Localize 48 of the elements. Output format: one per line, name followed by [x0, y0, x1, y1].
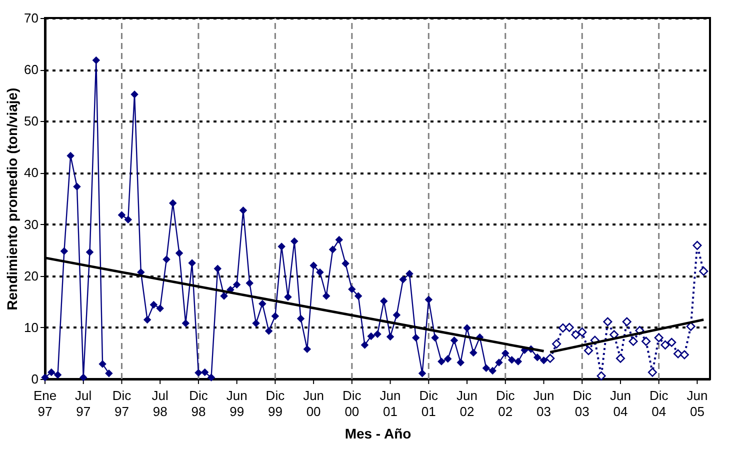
point — [680, 350, 689, 360]
point — [616, 354, 626, 363]
y-tick-label: 30 — [24, 216, 38, 232]
x-tick-label: Dic 02 — [496, 388, 516, 419]
x-tick-label: Dic 99 — [266, 388, 286, 419]
y-tick-label: 60 — [24, 62, 38, 78]
x-tick-label: Dic 04 — [649, 388, 669, 419]
x-tick-label: Jun 02 — [456, 388, 478, 419]
y-axis-title: Rendimiento promedio (ton/viaje) — [4, 88, 20, 310]
point — [699, 266, 708, 276]
point — [596, 371, 606, 380]
y-tick-label: 40 — [24, 165, 38, 180]
point — [584, 346, 594, 356]
x-tick-label: Jun 05 — [686, 388, 708, 419]
x-tick-label: Dic 97 — [112, 388, 132, 419]
y-tick-label: 70 — [24, 10, 38, 26]
x-tick-label: Jun 04 — [610, 388, 631, 419]
x-axis-title: Mes - Año — [344, 426, 412, 442]
y-tick-label: 10 — [24, 320, 38, 335]
x-tick-label: Jun 99 — [226, 388, 248, 419]
point — [654, 333, 664, 342]
point — [628, 336, 638, 346]
point — [642, 336, 651, 346]
x-tick-label: Dic 01 — [419, 388, 439, 419]
y-tick-label: 20 — [24, 268, 38, 284]
point — [546, 354, 555, 363]
x-tick-label: Jul 97 — [75, 388, 92, 419]
point — [578, 328, 587, 337]
point — [692, 240, 702, 250]
x-tick-label: Dic 98 — [189, 388, 208, 419]
x-tick-label: Ene 97 — [33, 388, 57, 419]
x-tick-label: Dic 00 — [342, 388, 362, 419]
x-tick-label: Jun 00 — [303, 388, 324, 419]
point — [603, 317, 612, 326]
point — [558, 323, 568, 332]
point — [667, 338, 676, 347]
x-tick-label: Jun 03 — [533, 388, 554, 419]
point — [648, 368, 657, 377]
x-tick-label: Jul 98 — [152, 388, 169, 419]
x-tick-label: Dic 03 — [572, 388, 592, 419]
point — [660, 340, 670, 350]
x-tick-label: Jun 01 — [380, 388, 401, 419]
y-tick-label: 50 — [24, 114, 38, 129]
point — [552, 339, 562, 348]
point — [571, 330, 580, 340]
y-tick-label: 0 — [31, 372, 38, 386]
point — [622, 317, 632, 326]
point — [564, 322, 574, 332]
